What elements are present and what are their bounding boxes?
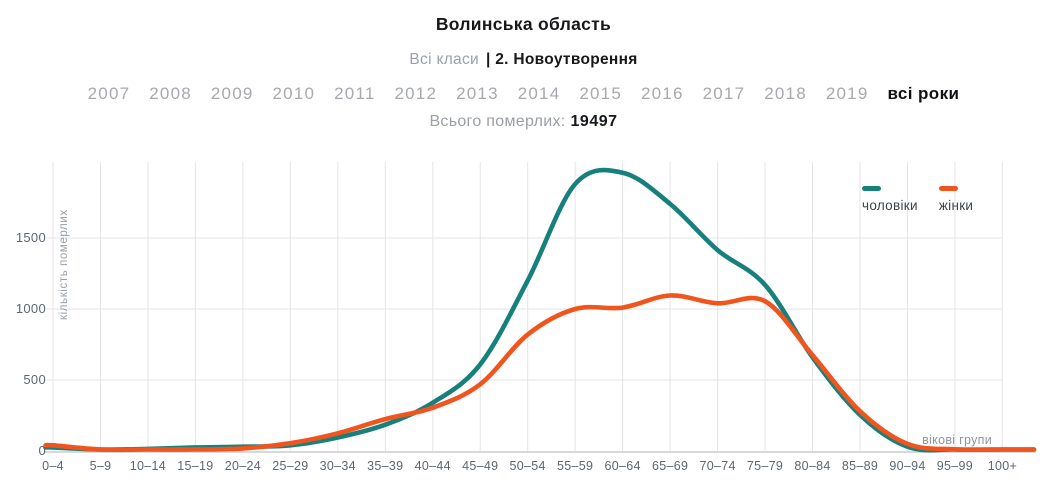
page-title: Волинська область (435, 14, 612, 34)
x-tick-label: 95–99 (936, 459, 974, 473)
x-axis-title: вікові групи (922, 433, 992, 447)
total-deaths: Всього померлих: 19497 (0, 113, 1047, 131)
legend-item-чоловіки[interactable]: чоловіки (862, 186, 918, 213)
x-tick-label: 20–24 (224, 459, 261, 473)
total-deaths-value: 19497 (570, 113, 618, 130)
x-tick-label: 0–4 (42, 459, 64, 473)
subtitle-class-filter[interactable]: Всі класи (409, 51, 479, 68)
x-tick-label: 15–19 (177, 459, 214, 473)
series-line-жінки (43, 293, 1037, 453)
y-axis-title: кількість померлих (58, 209, 70, 320)
legend-swatch-icon (938, 186, 958, 191)
x-tick-label: 85–89 (841, 459, 879, 473)
year-option-2019[interactable]: 2019 (825, 84, 869, 103)
x-tick-label: 90–94 (889, 459, 926, 473)
total-deaths-label: Всього померлих: (429, 113, 566, 130)
year-option-2016[interactable]: 2016 (641, 84, 684, 103)
year-option-2012[interactable]: 2012 (394, 84, 438, 103)
year-option-2014[interactable]: 2014 (517, 84, 561, 103)
x-tick-label: 100+ (987, 459, 1018, 473)
legend: чоловіки жінки (862, 186, 973, 213)
y-tick-label: 1500 (15, 230, 46, 245)
x-tick-label: 5–9 (89, 459, 112, 473)
year-option-2007[interactable]: 2007 (87, 84, 131, 103)
year-option-2009[interactable]: 2009 (210, 84, 254, 103)
year-option-2008[interactable]: 2008 (149, 84, 192, 103)
x-tick-label: 55–59 (557, 459, 594, 473)
x-tick-label: 60–64 (604, 459, 641, 473)
year-option-2010[interactable]: 2010 (272, 84, 316, 103)
x-tick-label: 35–39 (367, 459, 404, 473)
year-option-2018[interactable]: 2018 (764, 84, 807, 103)
x-tick-label: 65–69 (651, 459, 689, 473)
y-tick-label: 0 (38, 443, 46, 458)
x-tick-label: 40–44 (414, 459, 451, 473)
x-tick-label: 10–14 (129, 459, 167, 473)
legend-swatch-icon (862, 186, 881, 191)
y-tick-label: 500 (23, 372, 46, 387)
legend-item-жінки[interactable]: жінки (938, 186, 974, 213)
year-filter: 2007 2008 2009 2010 2011 2012 2013 2014 2015 2016… (0, 84, 1047, 104)
legend-label: чоловіки (862, 197, 918, 213)
page-subtitle: Всі класи | 2. Новоутворення (0, 51, 1047, 69)
year-option-2011[interactable]: 2011 (334, 84, 376, 103)
x-tick-label: 70–74 (699, 459, 736, 473)
year-option-all[interactable]: всі роки (887, 84, 960, 103)
x-tick-label: 80–84 (794, 459, 831, 473)
x-tick-label: 50–54 (509, 459, 546, 473)
x-tick-label: 75–79 (746, 459, 784, 473)
legend-label: жінки (938, 197, 974, 213)
year-option-2015[interactable]: 2015 (579, 84, 622, 103)
year-option-2017[interactable]: 2017 (702, 84, 746, 103)
x-tick-label: 25–29 (272, 459, 309, 473)
x-tick-label: 30–34 (319, 459, 356, 473)
year-option-2013[interactable]: 2013 (456, 84, 499, 103)
subtitle-cause-filter[interactable]: | 2. Новоутворення (486, 51, 638, 68)
x-tick-label: 45–49 (462, 459, 499, 473)
y-tick-label: 1000 (15, 301, 46, 316)
